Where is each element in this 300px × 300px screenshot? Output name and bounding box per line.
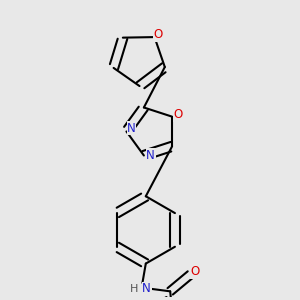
Text: O: O xyxy=(191,266,200,278)
Text: O: O xyxy=(153,28,163,41)
Text: H: H xyxy=(130,284,138,294)
Text: N: N xyxy=(142,282,151,295)
Text: O: O xyxy=(173,109,183,122)
Text: N: N xyxy=(146,149,155,162)
Text: N: N xyxy=(127,122,136,135)
